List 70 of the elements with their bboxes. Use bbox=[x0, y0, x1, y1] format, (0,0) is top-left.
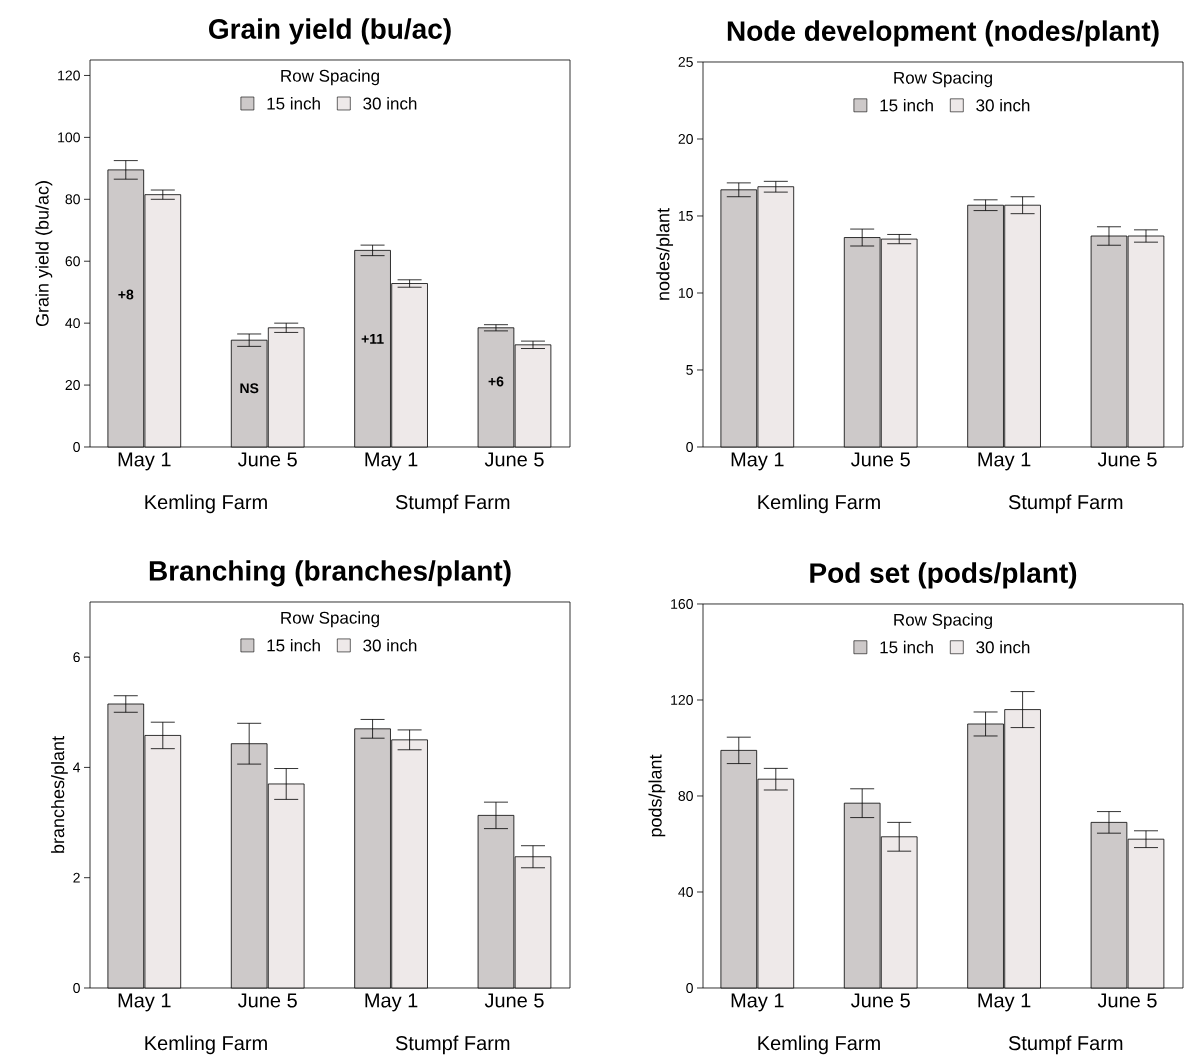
y-axis-title: nodes/plant bbox=[656, 208, 674, 300]
text: Stumpf Farm bbox=[395, 1035, 510, 1055]
y-tick-label: 120 bbox=[58, 70, 80, 81]
legend-title: Row Spacing bbox=[281, 69, 379, 86]
chart-title: Node development (nodes/plant) bbox=[727, 20, 1159, 47]
y-tick-label: 100 bbox=[58, 132, 80, 143]
y-tick-label: 20 bbox=[678, 134, 693, 144]
y-tick-label: 160 bbox=[671, 599, 693, 609]
text: Kemling Farm bbox=[145, 1035, 267, 1055]
y-tick-label: 0 bbox=[73, 442, 80, 452]
y-tick-label: 6 bbox=[73, 652, 80, 663]
y-tick-label: 15 bbox=[678, 211, 693, 221]
x-tick-label: June 5 bbox=[237, 452, 297, 467]
text: Kemling Farm bbox=[758, 494, 880, 514]
legend-label: 15 inch bbox=[267, 639, 320, 652]
x-tick-label: May 1 bbox=[978, 993, 1031, 1012]
y-axis-title: branches/plant bbox=[51, 736, 68, 853]
annotation: NS bbox=[240, 383, 259, 394]
y-tick-label: 4 bbox=[73, 762, 81, 773]
x-tick-label: June 5 bbox=[237, 993, 297, 1008]
x-tick-label: June 5 bbox=[484, 452, 544, 467]
legend-label: 30 inch bbox=[976, 640, 1030, 654]
chart-title: Branching (branches/plant) bbox=[149, 560, 511, 587]
text: Kemling Farm bbox=[145, 494, 267, 514]
text: Kemling Farm bbox=[758, 1035, 880, 1055]
y-tick-label: 20 bbox=[65, 380, 80, 391]
text: Stumpf Farm bbox=[1008, 1035, 1123, 1055]
x-tick-label: May 1 bbox=[365, 452, 418, 471]
y-axis-title: pods/plant bbox=[648, 754, 666, 837]
y-tick-label: 25 bbox=[678, 57, 693, 67]
y-tick-label: 2 bbox=[73, 872, 80, 883]
y-tick-label: 40 bbox=[65, 318, 80, 329]
x-tick-label: June 5 bbox=[850, 993, 910, 1008]
legend-label: 15 inch bbox=[880, 640, 933, 654]
annotation: +8 bbox=[118, 289, 134, 300]
x-tick-label: May 1 bbox=[731, 993, 784, 1012]
x-tick-label: June 5 bbox=[484, 993, 544, 1008]
x-tick-label: May 1 bbox=[118, 993, 171, 1012]
text: Stumpf Farm bbox=[395, 494, 510, 514]
x-tick-label: June 5 bbox=[1097, 993, 1157, 1008]
y-tick-label: 60 bbox=[65, 256, 80, 267]
y-tick-label: 40 bbox=[678, 887, 693, 897]
y-tick-label: 10 bbox=[678, 288, 693, 298]
legend-title: Row Spacing bbox=[894, 613, 992, 630]
legend-label: 30 inch bbox=[363, 639, 417, 652]
chart-title: Pod set (pods/plant) bbox=[810, 562, 1077, 589]
legend-label: 30 inch bbox=[976, 98, 1030, 112]
y-tick-label: 0 bbox=[73, 983, 80, 993]
x-tick-label: May 1 bbox=[978, 452, 1031, 471]
legend-title: Row Spacing bbox=[894, 71, 992, 88]
annotation: +11 bbox=[361, 334, 384, 344]
legend-label: 15 inch bbox=[267, 97, 320, 110]
y-tick-label: 0 bbox=[686, 983, 693, 993]
y-tick-label: 80 bbox=[678, 791, 693, 801]
y-tick-label: 80 bbox=[65, 194, 80, 205]
x-tick-label: May 1 bbox=[365, 993, 418, 1012]
chart-title: Grain yield (bu/ac) bbox=[209, 18, 451, 45]
legend-label: 15 inch bbox=[880, 98, 933, 112]
y-tick-label: 120 bbox=[671, 695, 693, 705]
annotation: +6 bbox=[488, 376, 504, 387]
y-tick-label: 5 bbox=[686, 365, 693, 375]
y-tick-label: 0 bbox=[686, 442, 693, 452]
text: Stumpf Farm bbox=[1008, 494, 1123, 514]
legend-label: 30 inch bbox=[363, 97, 417, 110]
legend-title: Row Spacing bbox=[281, 611, 379, 628]
x-tick-label: May 1 bbox=[731, 452, 784, 471]
y-axis-title: Grain yield (bu/ac) bbox=[35, 181, 53, 327]
x-tick-label: June 5 bbox=[1097, 452, 1157, 467]
x-tick-label: May 1 bbox=[118, 452, 171, 471]
x-tick-label: June 5 bbox=[850, 452, 910, 467]
